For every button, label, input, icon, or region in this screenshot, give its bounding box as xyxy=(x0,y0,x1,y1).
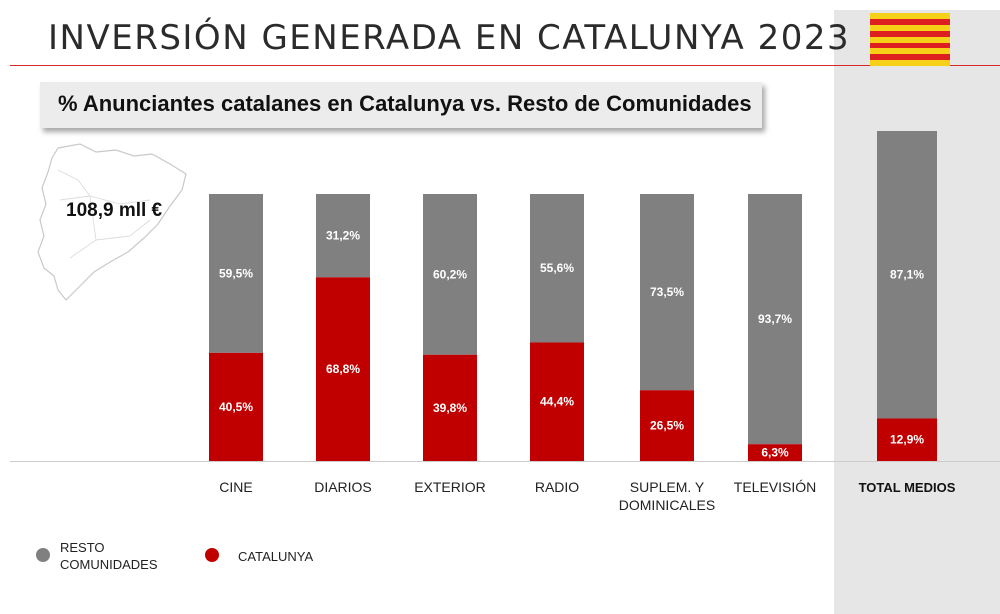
bar-catalunya-3 xyxy=(530,342,584,461)
legend-label-catalunya: CATALUNYA xyxy=(238,549,314,564)
value-label-catalunya-4: 26,5% xyxy=(650,419,684,433)
chart-baseline xyxy=(10,461,1000,462)
catalonia-map-icon xyxy=(37,143,187,301)
value-label-resto-1: 31,2% xyxy=(326,229,360,243)
bar-catalunya-6 xyxy=(877,418,937,461)
subtitle-box: % Anunciantes catalanes en Catalunya vs.… xyxy=(40,82,762,128)
bar-catalunya-2 xyxy=(423,354,477,461)
bar-resto-5 xyxy=(748,194,802,445)
category-label-0: CINE xyxy=(219,479,252,495)
category-label-5: TELEVISIÓN xyxy=(734,479,816,495)
bar-resto-3 xyxy=(530,194,584,343)
category-label-4: SUPLEM. Y DOMINICALES xyxy=(619,479,715,513)
legend-dot-resto xyxy=(36,548,50,562)
legend-dot-catalunya xyxy=(205,548,219,562)
value-label-catalunya-3: 44,4% xyxy=(540,395,574,409)
legend-label-resto: RESTO COMUNIDADES xyxy=(60,540,158,572)
bar-catalunya-0 xyxy=(209,352,263,461)
title-divider xyxy=(10,65,1000,66)
bar-resto-4 xyxy=(640,194,694,391)
value-label-resto-5: 93,7% xyxy=(758,312,792,326)
bar-catalunya-1 xyxy=(316,277,370,461)
bar-resto-6 xyxy=(877,131,937,419)
value-label-catalunya-6: 12,9% xyxy=(890,433,924,447)
bar-resto-0 xyxy=(209,194,263,353)
value-label-catalunya-5: 6,3% xyxy=(761,446,789,460)
value-label-resto-4: 73,5% xyxy=(650,285,684,299)
chart-subtitle: % Anunciantes catalanes en Catalunya vs.… xyxy=(58,91,752,116)
page-title: INVERSIÓN GENERADA EN CATALUNYA 2023 xyxy=(48,18,851,58)
bar-catalunya-4 xyxy=(640,390,694,461)
value-label-resto-3: 55,6% xyxy=(540,261,574,275)
value-label-resto-0: 59,5% xyxy=(219,266,253,280)
catalan-flag-icon xyxy=(870,13,950,66)
category-label-2: EXTERIOR xyxy=(414,479,486,495)
category-label-1: DIARIOS xyxy=(314,479,372,495)
category-label-6: TOTAL MEDIOS xyxy=(859,480,956,495)
bar-resto-2 xyxy=(423,194,477,355)
bar-resto-1 xyxy=(316,194,370,278)
bar-catalunya-5 xyxy=(748,444,802,461)
value-label-catalunya-2: 39,8% xyxy=(433,401,467,415)
value-label-catalunya-0: 40,5% xyxy=(219,400,253,414)
value-label-catalunya-1: 68,8% xyxy=(326,362,360,376)
value-label-resto-6: 87,1% xyxy=(890,268,924,282)
value-label-resto-2: 60,2% xyxy=(433,267,467,281)
category-label-3: RADIO xyxy=(535,479,579,495)
total-investment-amount: 108,9 mll € xyxy=(66,200,163,221)
